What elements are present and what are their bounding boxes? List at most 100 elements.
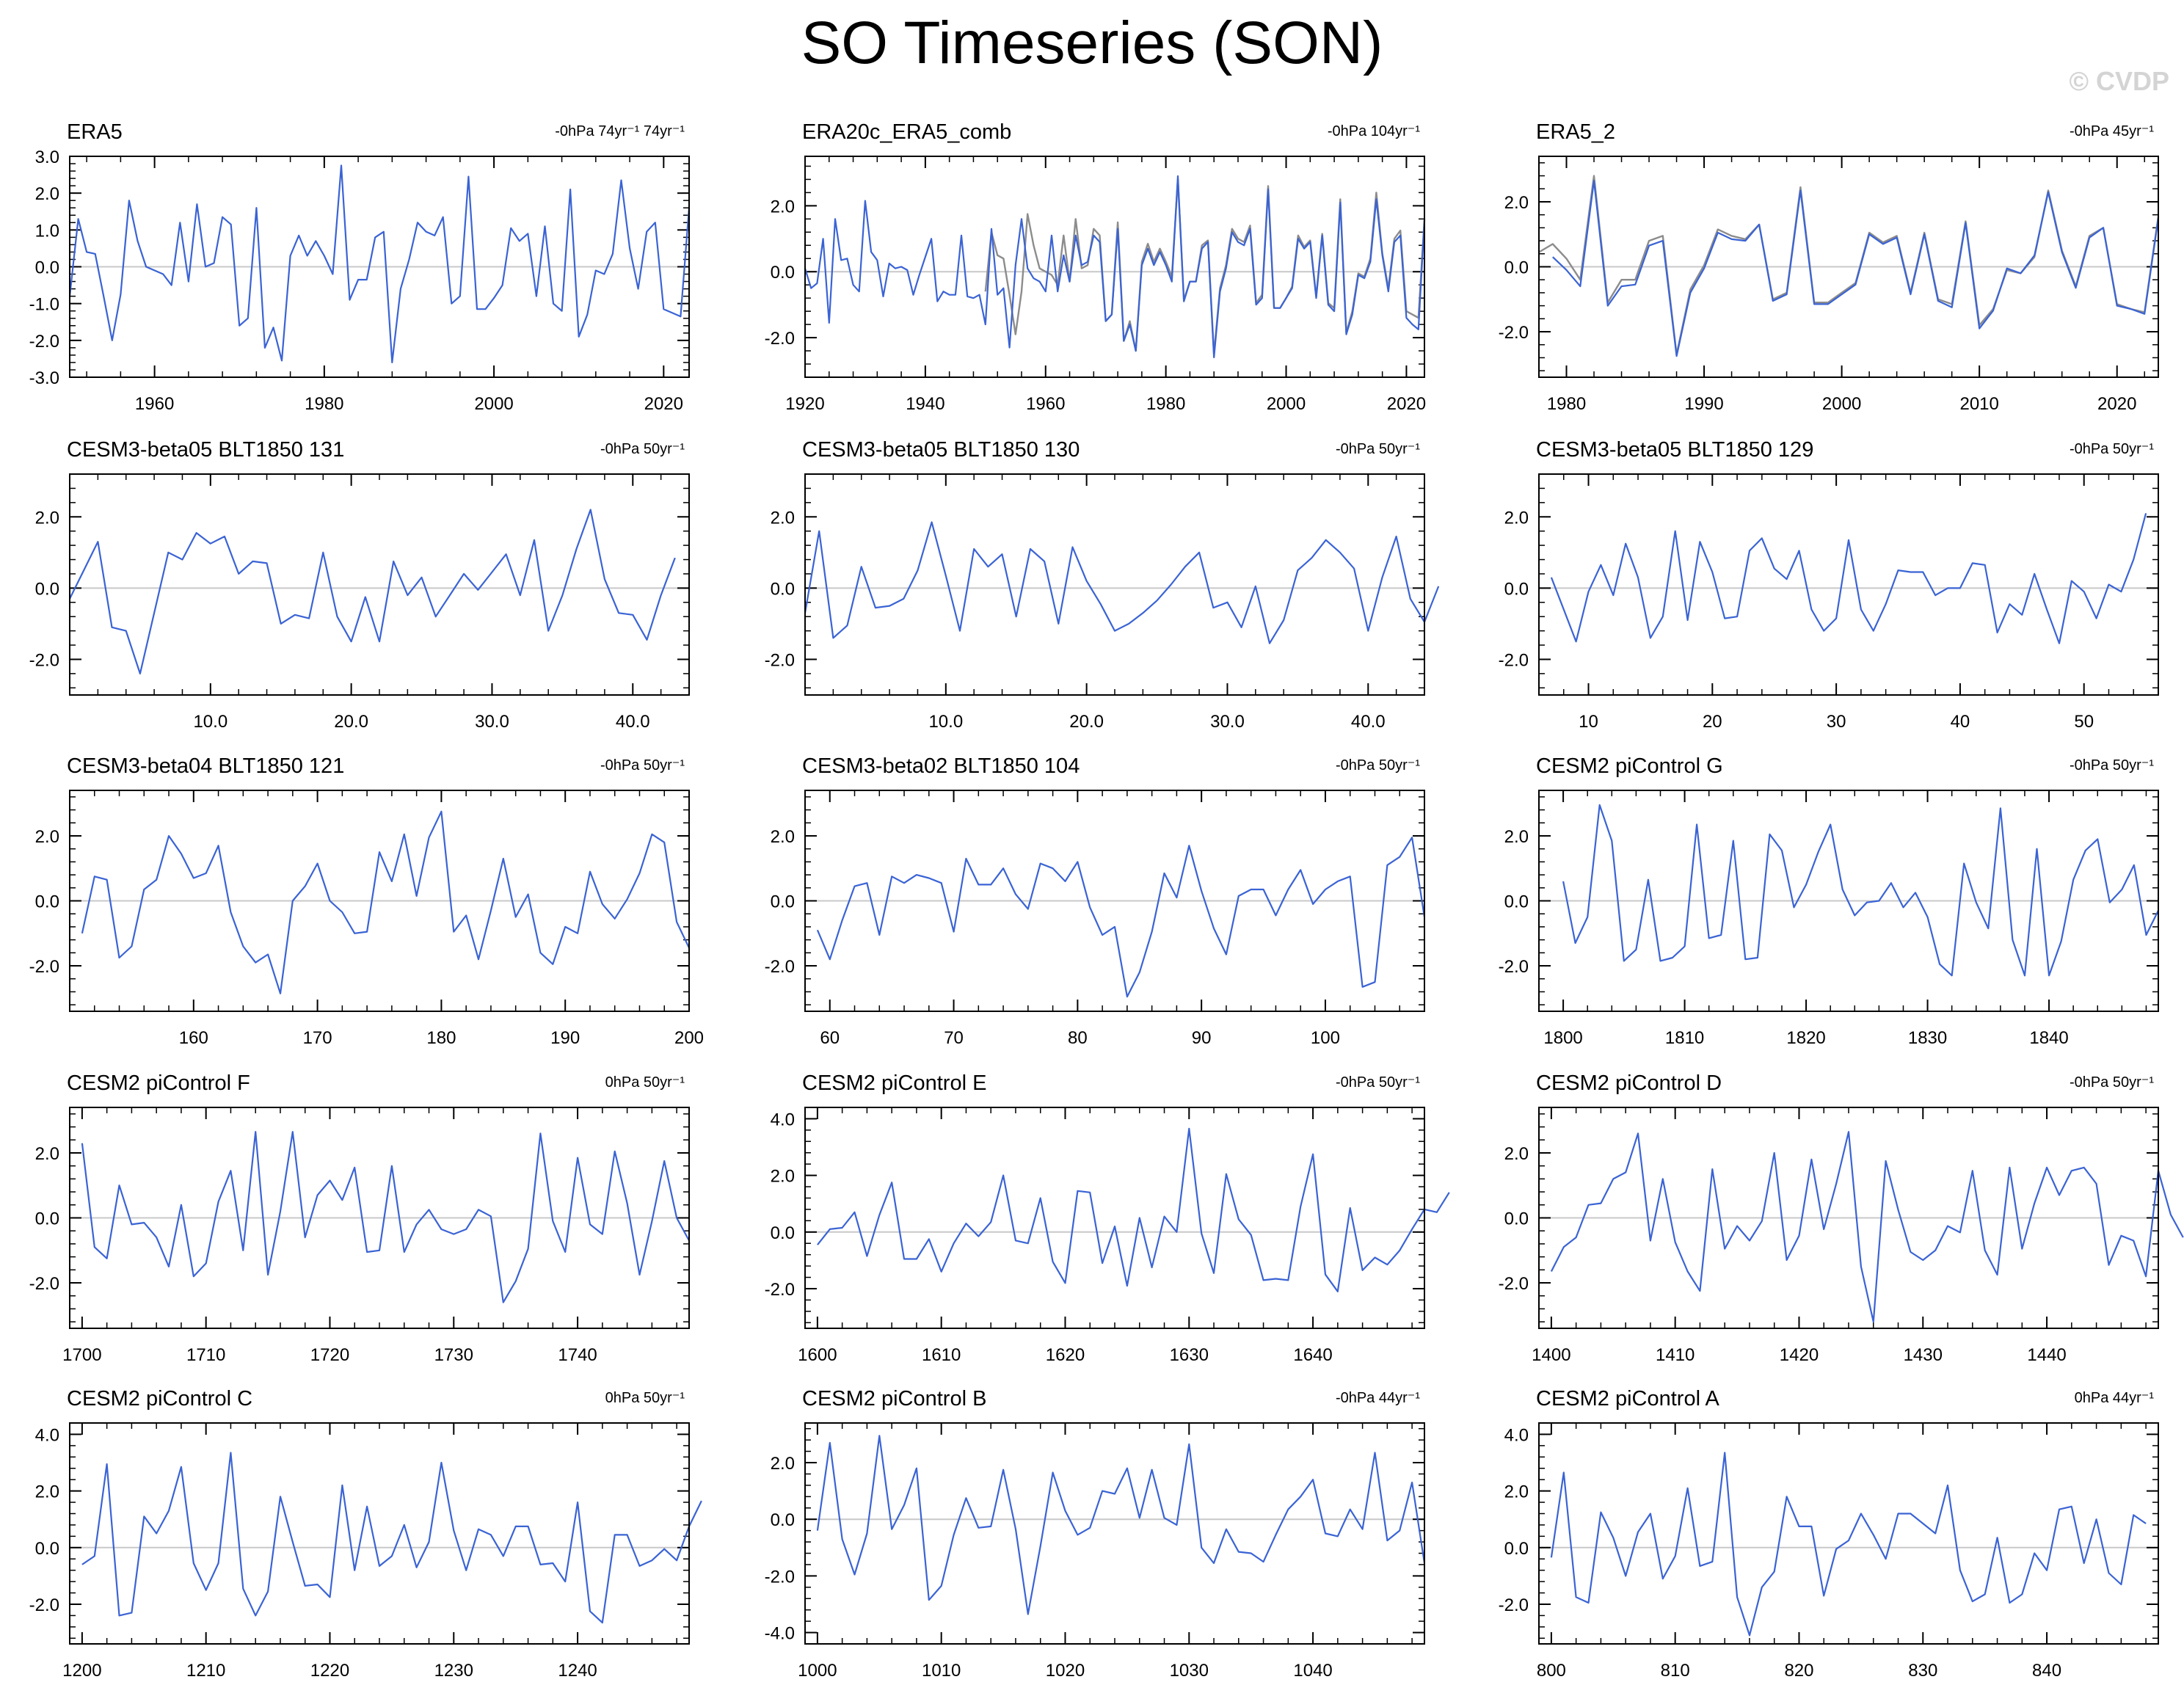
series-line-primary: [1550, 513, 2147, 644]
x-tick-label: 1710: [186, 1345, 225, 1365]
y-tick-label: -2.0: [765, 650, 795, 670]
y-tick-label: -4.0: [765, 1624, 795, 1644]
series-line-primary: [1552, 180, 2160, 357]
panel-title: CESM2 piControl A: [1536, 1387, 1719, 1411]
series-line-primary: [81, 1452, 702, 1624]
x-tick-label: 1810: [1665, 1028, 1704, 1048]
plot-frame: [804, 790, 1425, 1012]
y-tick-label: 2.0: [1504, 508, 1529, 528]
series-line-primary: [68, 164, 691, 363]
x-tick-label: 1440: [2027, 1345, 2066, 1365]
x-tick-label: 1830: [1908, 1028, 1947, 1048]
x-tick-label: 10: [1579, 712, 1598, 732]
y-tick-label: 0.0: [771, 1510, 795, 1530]
x-tick-label: 40: [1951, 712, 1970, 732]
y-tick-label: -2.0: [29, 957, 59, 977]
series-line-primary: [804, 521, 1440, 644]
y-tick-label: 2.0: [771, 1454, 795, 1474]
x-tick-label: 10.0: [928, 712, 963, 732]
x-tick-label: 1980: [305, 394, 343, 414]
x-tick-label: 20.0: [334, 712, 368, 732]
x-tick-label: 1420: [1780, 1345, 1819, 1365]
x-tick-label: 80: [1068, 1028, 1088, 1048]
y-tick-label: 1.0: [35, 221, 59, 241]
chart-panel: CESM3-beta02 BLT1850 104 -0hPa 50yr⁻¹ -2.0…: [765, 754, 1426, 1048]
y-tick-label: 3.0: [35, 148, 59, 167]
y-tick-label: 2.0: [35, 184, 59, 204]
y-tick-label: 2.0: [35, 508, 59, 528]
chart-panel: ERA20c_ERA5_comb -0hPa 104yr⁻¹ -2.0 0.0 2.0 1…: [765, 120, 1426, 414]
y-tick-label: 0.0: [771, 579, 795, 599]
chart-panel: CESM2 piControl F 0hPa 50yr⁻¹ -2.0 0.0 2.0 17…: [29, 1071, 690, 1365]
panel-title: CESM3-beta05 BLT1850 130: [802, 438, 1080, 462]
series-line-primary: [81, 1131, 690, 1303]
x-tick-label: 1700: [62, 1345, 101, 1365]
page-title: SO Timeseries (SON): [801, 10, 1383, 76]
x-tick-label: 1240: [558, 1661, 597, 1681]
x-tick-label: 1230: [434, 1661, 473, 1681]
panel-title: CESM2 piControl F: [67, 1071, 250, 1095]
panel-title: CESM2 piControl G: [1536, 754, 1723, 778]
y-tick-label: 2.0: [771, 1167, 795, 1187]
x-tick-label: 1980: [1547, 394, 1586, 414]
y-tick-label: 0.0: [35, 258, 59, 278]
x-tick-label: 800: [1537, 1661, 1566, 1681]
x-tick-label: 200: [674, 1028, 704, 1048]
y-tick-label: -3.0: [29, 368, 59, 388]
chart-panel: CESM3-beta05 BLT1850 129 -0hPa 50yr⁻¹ -2.0…: [1499, 438, 2159, 732]
plot-frame: [804, 1422, 1425, 1645]
x-tick-label: 100: [1311, 1028, 1340, 1048]
chart-panel: CESM2 piControl A 0hPa 44yr⁻¹ -2.0 0.0 2.0 4.…: [1499, 1387, 2159, 1681]
panel-subtitle: -0hPa 50yr⁻¹: [2070, 757, 2154, 774]
x-tick-label: 1610: [922, 1345, 961, 1365]
x-tick-label: 1640: [1293, 1345, 1332, 1365]
x-tick-label: 2020: [1387, 394, 1426, 414]
y-tick-label: -2.0: [29, 1595, 59, 1615]
plot-frame: [69, 790, 690, 1012]
series-line-primary: [816, 837, 1426, 998]
panel-subtitle: -0hPa 44yr⁻¹: [1336, 1390, 1420, 1406]
plot-frame: [804, 1107, 1425, 1329]
y-tick-label: -2.0: [765, 1567, 795, 1587]
y-tick-label: 0.0: [771, 892, 795, 912]
chart-panel: CESM2 piControl E -0hPa 50yr⁻¹ -2.0 0.0 2.0 4…: [765, 1071, 1450, 1365]
y-tick-label: -2.0: [1499, 1274, 1529, 1294]
panel-subtitle: 0hPa 44yr⁻¹: [2075, 1390, 2155, 1406]
x-tick-label: 1400: [1532, 1345, 1570, 1365]
panel-title: CESM2 piControl E: [802, 1071, 986, 1095]
x-tick-label: 1940: [906, 394, 944, 414]
y-tick-label: 4.0: [35, 1425, 59, 1445]
panel-subtitle: -0hPa 50yr⁻¹: [600, 757, 685, 774]
panel-title: CESM3-beta05 BLT1850 131: [67, 438, 344, 462]
x-tick-label: 190: [550, 1028, 580, 1048]
plot-frame: [1538, 1107, 2159, 1329]
x-tick-label: 1720: [310, 1345, 349, 1365]
x-tick-label: 820: [1784, 1661, 1813, 1681]
panel-title: CESM3-beta04 BLT1850 121: [67, 754, 344, 778]
x-tick-label: 40.0: [616, 712, 650, 732]
x-tick-label: 60: [820, 1028, 840, 1048]
x-tick-label: 1000: [798, 1661, 837, 1681]
plot-frame: [1538, 1422, 2159, 1645]
series-line-primary: [816, 1435, 1426, 1615]
y-tick-label: 0.0: [35, 1209, 59, 1229]
x-tick-label: 830: [1908, 1661, 1937, 1681]
series-line-primary: [804, 175, 1426, 359]
x-tick-label: 1210: [186, 1661, 225, 1681]
y-tick-label: 2.0: [35, 1482, 59, 1502]
panel-title: CESM2 piControl C: [67, 1387, 252, 1411]
panel-title: CESM3-beta02 BLT1850 104: [802, 754, 1080, 778]
y-tick-label: -2.0: [765, 329, 795, 349]
x-tick-label: 2000: [1267, 394, 1306, 414]
y-tick-label: 0.0: [1504, 579, 1529, 599]
x-tick-label: 1960: [1026, 394, 1065, 414]
series-line-secondary: [1538, 175, 2160, 356]
y-tick-label: -2.0: [29, 332, 59, 352]
x-tick-label: 30.0: [475, 712, 509, 732]
y-tick-label: -2.0: [29, 650, 59, 670]
x-tick-label: 30.0: [1210, 712, 1245, 732]
y-tick-label: 2.0: [771, 508, 795, 528]
x-tick-label: 1020: [1046, 1661, 1085, 1681]
x-tick-label: 70: [944, 1028, 964, 1048]
